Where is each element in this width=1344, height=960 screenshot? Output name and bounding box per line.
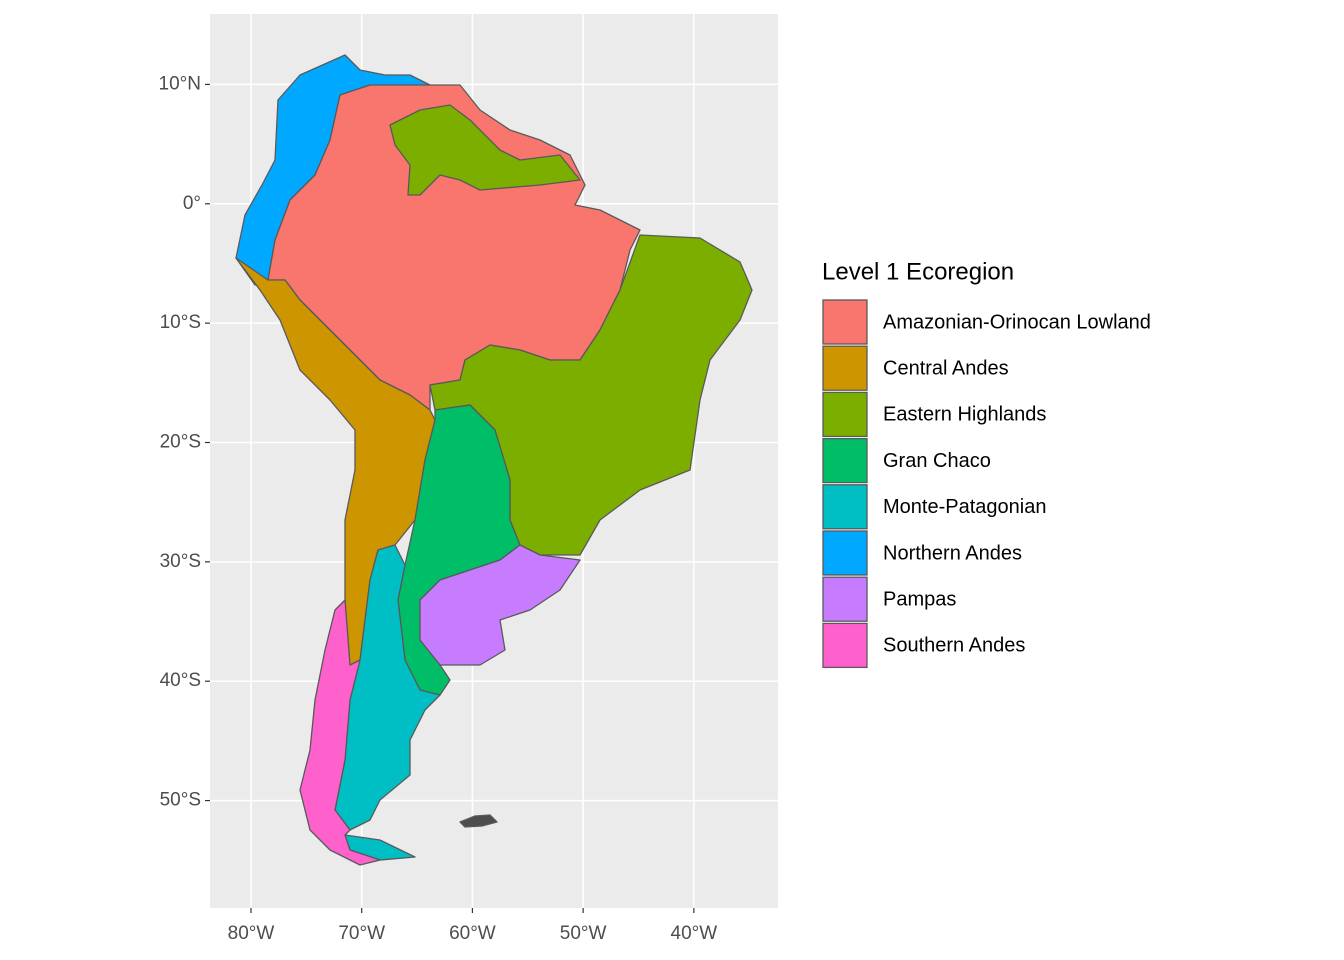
legend-key	[822, 391, 868, 438]
region-southern-andes	[299, 599, 381, 866]
legend-label: Central Andes	[883, 357, 1009, 379]
x-tick-label: 40°W	[671, 923, 718, 944]
legend-label: Monte-Patagonian	[883, 496, 1046, 518]
region-pampas	[419, 544, 581, 666]
legend-label: Eastern Highlands	[883, 404, 1046, 426]
legend-key	[822, 484, 868, 530]
legend-label: Pampas	[883, 588, 956, 610]
x-tick-label: 80°W	[228, 923, 275, 944]
x-tick-label: 60°W	[449, 923, 496, 944]
y-tick-label: 50°S	[160, 790, 201, 811]
legend-key	[822, 299, 868, 345]
legend-label: Amazonian-Orinocan Lowland	[883, 311, 1151, 333]
y-tick-label: 30°S	[160, 551, 201, 572]
y-tick-label: 10°S	[160, 312, 201, 333]
axes: 80°W 70°W 60°W 50°W 40°W 10°N 0° 10°S 20°S 30°S 40…	[159, 73, 718, 944]
y-tick-label: 0°	[183, 193, 201, 214]
legend-key	[822, 437, 868, 484]
x-tick-label: 50°W	[560, 923, 607, 944]
legend-title: Level 1 Ecoregion	[822, 258, 1014, 285]
legend-key	[822, 622, 868, 669]
legend-label: Southern Andes	[883, 635, 1025, 657]
legend-key	[822, 345, 868, 391]
legend-label: Northern Andes	[883, 542, 1022, 564]
y-tick-label: 10°N	[159, 73, 201, 94]
regions	[235, 54, 753, 866]
falkland-islands	[459, 814, 498, 828]
region-eastern-highlands-north	[389, 104, 581, 196]
legend: Amazonian-Orinocan Lowland Central Andes E…	[822, 299, 1151, 669]
y-tick-label: 40°S	[160, 670, 201, 691]
legend-label: Gran Chaco	[883, 450, 991, 472]
y-tick-label: 20°S	[160, 432, 201, 453]
legend-key	[822, 530, 868, 576]
x-tick-label: 70°W	[338, 923, 385, 944]
legend-key	[822, 576, 868, 622]
